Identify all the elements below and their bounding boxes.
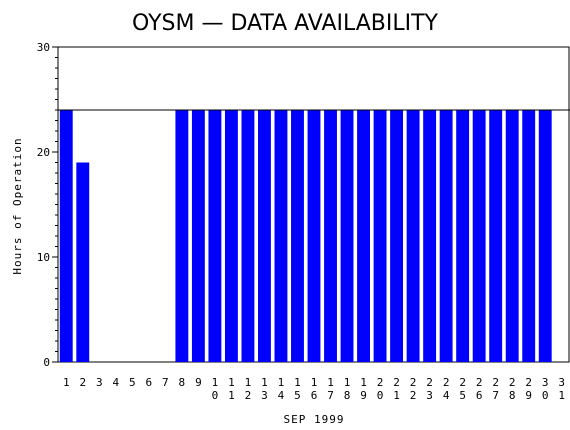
bar bbox=[373, 110, 387, 362]
bar bbox=[274, 110, 288, 362]
y-tick-label: 30 bbox=[37, 41, 50, 54]
bar bbox=[357, 110, 370, 362]
x-tick-label: 8 bbox=[179, 376, 186, 389]
bar bbox=[241, 110, 255, 362]
bar bbox=[538, 110, 552, 362]
bar bbox=[522, 110, 536, 362]
bar bbox=[324, 110, 337, 362]
bar bbox=[307, 110, 321, 362]
x-tick-label: 3 bbox=[96, 376, 103, 389]
y-tick-label: 20 bbox=[37, 146, 50, 159]
x-tick-label: 9 bbox=[195, 376, 202, 389]
bar bbox=[456, 110, 470, 362]
x-tick-label: 4 bbox=[112, 376, 119, 389]
chart-title: OYSM — DATA AVAILABILITY bbox=[132, 11, 439, 36]
x-tick-label: 7 bbox=[162, 376, 169, 389]
bar bbox=[191, 110, 205, 362]
bar bbox=[291, 110, 304, 362]
bar bbox=[76, 162, 90, 362]
bar bbox=[439, 110, 453, 362]
y-tick-label: 10 bbox=[37, 251, 50, 264]
bar bbox=[208, 110, 222, 362]
bar bbox=[175, 110, 189, 362]
bar bbox=[224, 110, 238, 362]
bar bbox=[423, 110, 437, 362]
bar bbox=[258, 110, 271, 362]
bar bbox=[472, 110, 486, 362]
bar bbox=[406, 110, 420, 362]
x-tick-label: 2 bbox=[79, 376, 86, 389]
x-tick-label: 6 bbox=[146, 376, 153, 389]
y-tick-label: 0 bbox=[43, 356, 50, 369]
bar bbox=[489, 110, 503, 362]
bar bbox=[59, 110, 73, 362]
y-axis-label: Hours of Operation bbox=[11, 137, 24, 274]
bar bbox=[340, 110, 354, 362]
x-tick-label: 1 bbox=[63, 376, 70, 389]
bar bbox=[505, 110, 519, 362]
bar bbox=[390, 110, 404, 362]
x-tick-label: 5 bbox=[129, 376, 136, 389]
x-axis-label: SEP 1999 bbox=[284, 413, 345, 426]
